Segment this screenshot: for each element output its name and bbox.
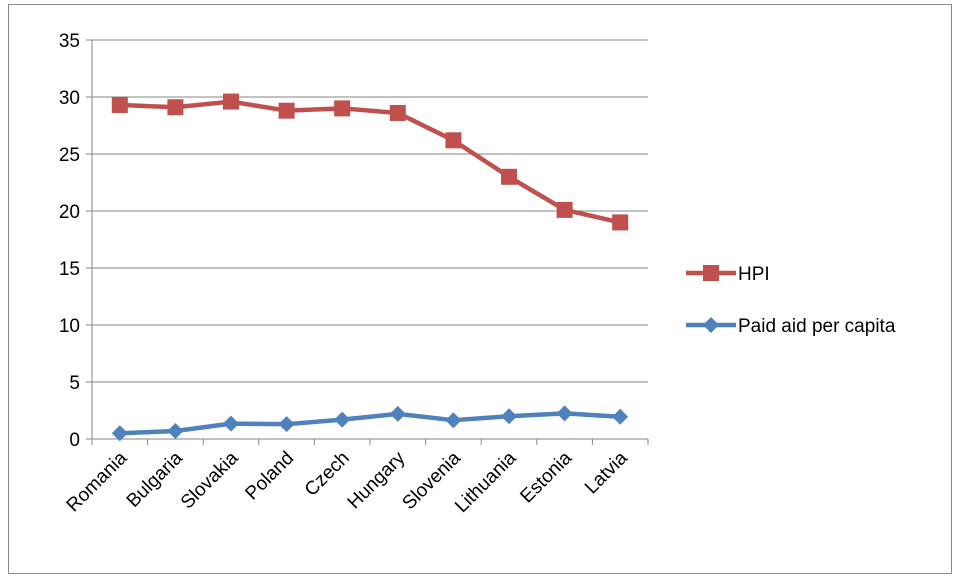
data-point [167,423,184,440]
y-tick-label: 20 [59,202,80,223]
data-point [334,411,351,428]
x-tick-label: Czech [301,448,354,501]
y-tick-labels: 0 5 10 15 20 25 30 35 [59,31,80,451]
gridlines [92,39,648,383]
x-tick-label: Romania [63,447,132,516]
legend-item-1: HPI [686,264,770,285]
y-tick-label: 25 [59,145,80,166]
y-tick-label: 30 [59,88,80,109]
data-point [612,408,629,425]
data-point [278,102,295,119]
x-tick-label: Slovakia [177,447,243,513]
x-tick-label: Hungary [344,447,410,513]
y-tick-label: 5 [69,373,80,394]
x-tick-label: Lithuania [451,447,521,517]
data-point [334,100,351,117]
series-2 [111,405,629,442]
y-tick-label: 10 [59,316,80,337]
legend-label: Paid aid per capita [738,316,896,337]
x-tick-label: Estonia [516,447,576,507]
x-tick-label: Latvia [581,447,632,498]
data-point [612,214,629,231]
data-point [445,412,462,429]
data-point [167,99,184,116]
y-tick-label: 35 [59,31,80,52]
data-point [389,104,406,121]
data-point [556,201,573,218]
series-group [111,93,629,442]
data-point [445,132,462,149]
data-point [278,416,295,433]
legend-label: HPI [738,264,770,285]
axes [86,39,649,445]
data-point [501,408,517,425]
y-tick-label: 15 [59,259,80,280]
chart-frame [8,4,952,574]
legend-marker [703,265,719,281]
data-point [111,425,128,442]
data-point [223,415,239,432]
series-line [119,411,621,436]
data-point [389,405,406,422]
data-point [111,96,128,113]
x-tick-label: Poland [241,448,298,505]
series-1 [111,93,629,231]
data-point [501,168,517,185]
legend-marker [703,317,719,333]
data-point [556,405,573,422]
y-tick-label: 0 [69,430,80,451]
legend: HPI Paid aid per capita [686,264,896,337]
legend-item-2: Paid aid per capita [686,316,896,337]
data-point [223,93,239,110]
x-tick-label: Bulgaria [123,447,187,511]
series-line [119,99,621,225]
